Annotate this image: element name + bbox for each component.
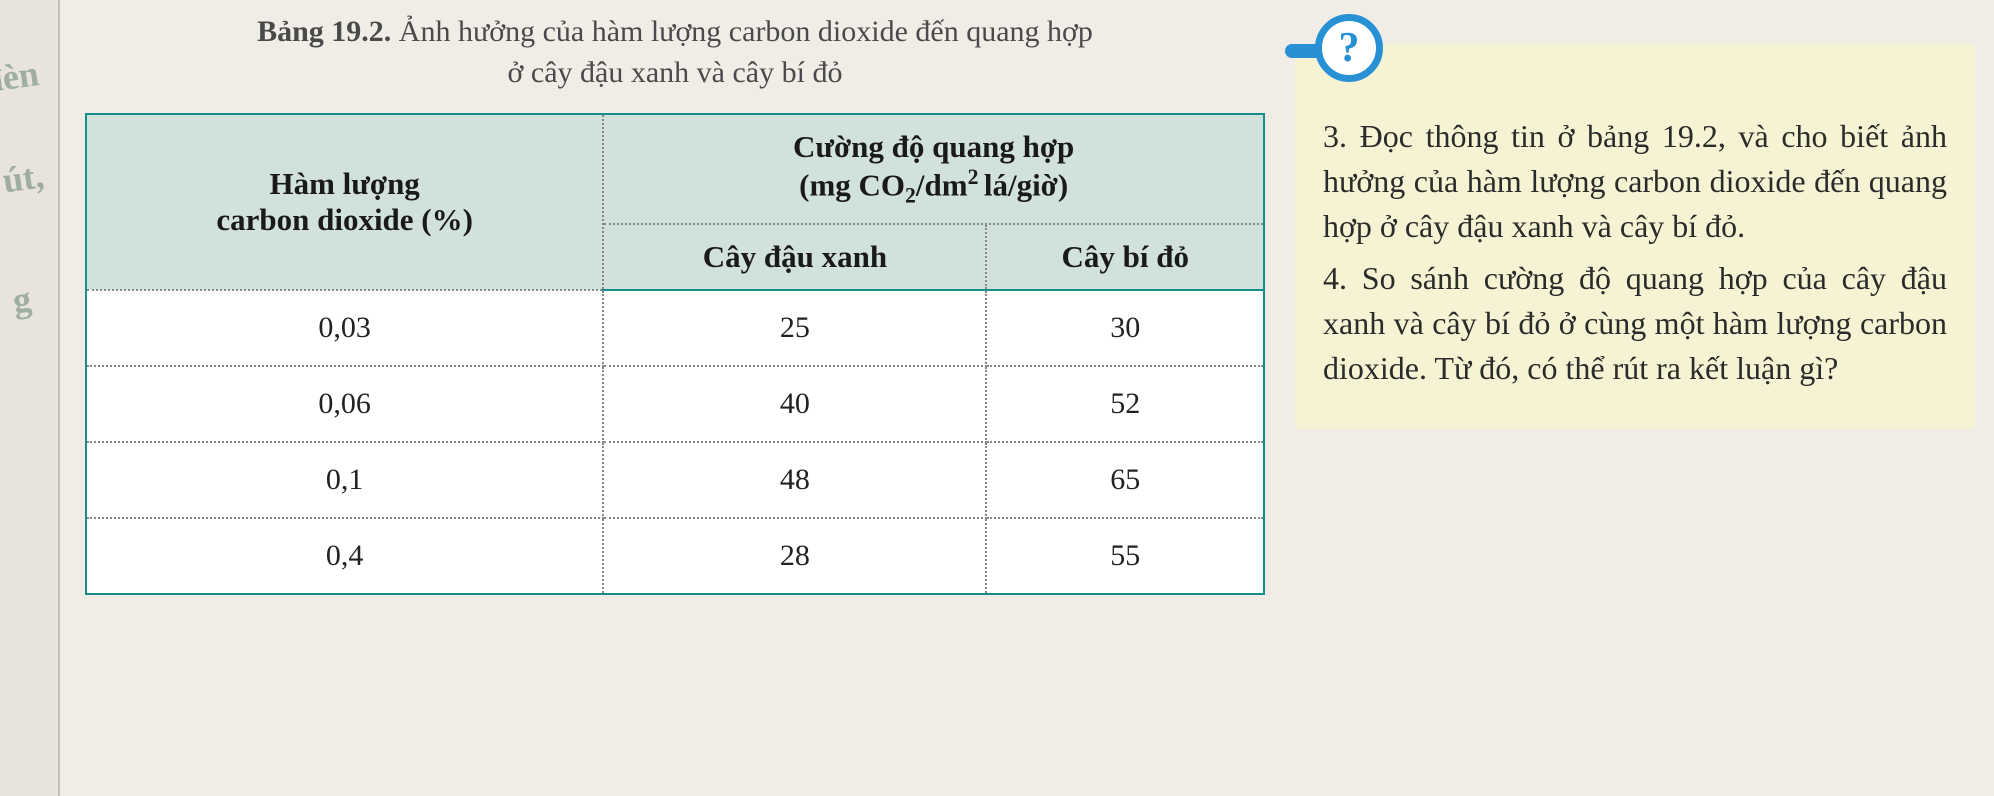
cell-bido: 30	[986, 290, 1264, 366]
table-row: 0,1 48 65	[86, 442, 1264, 518]
header-right-line2-suffix: lá/giờ)	[984, 167, 1068, 202]
question-item-4: 4. So sánh cường độ quang hợp của cây đậ…	[1323, 256, 1947, 390]
table-row: 0,03 25 30	[86, 290, 1264, 366]
margin-word-1: đèn	[0, 52, 41, 101]
table-header-intensity: Cường độ quang hợp (mg CO2/dm2 lá/giờ)	[603, 114, 1264, 224]
cell-co2: 0,4	[86, 518, 603, 594]
cell-dauxanh: 28	[603, 518, 986, 594]
table-column: Bảng 19.2. Ảnh hưởng của hàm lượng carbo…	[85, 12, 1265, 792]
cell-co2: 0,03	[86, 290, 603, 366]
cell-co2: 0,1	[86, 442, 603, 518]
cell-dauxanh: 48	[603, 442, 986, 518]
question-icon: ?	[1285, 12, 1380, 87]
caption-line1: Ảnh hưởng của hàm lượng carbon dioxide đ…	[391, 15, 1093, 48]
question-box: 3. Đọc thông tin ở bảng 19.2, và cho biế…	[1295, 44, 1975, 429]
table-subheader-dauxanh: Cây đậu xanh	[603, 224, 986, 290]
magnifier-lens-icon: ?	[1315, 14, 1383, 82]
cell-bido: 55	[986, 518, 1264, 594]
table-row: 0,4 28 55	[86, 518, 1264, 594]
header-left-line1: Hàm lượng	[270, 166, 420, 201]
cell-co2: 0,06	[86, 366, 603, 442]
margin-word-3: g	[10, 277, 34, 321]
header-right-line2-mid: /dm	[916, 167, 968, 202]
question-column: ? 3. Đọc thông tin ở bảng 19.2, và cho b…	[1295, 12, 1975, 792]
photosynthesis-table: Hàm lượng carbon dioxide (%) Cường độ qu…	[85, 113, 1265, 595]
table-caption: Bảng 19.2. Ảnh hưởng của hàm lượng carbo…	[85, 12, 1265, 93]
table-row: 0,06 40 52	[86, 366, 1264, 442]
header-right-line1: Cường độ quang hợp	[793, 129, 1074, 164]
question-item-3: 3. Đọc thông tin ở bảng 19.2, và cho biế…	[1323, 114, 1947, 248]
header-left-line2: carbon dioxide (%)	[216, 202, 473, 237]
header-right-line2-sub: 2	[905, 184, 916, 208]
cell-bido: 52	[986, 366, 1264, 442]
table-subheader-bido: Cây bí đỏ	[986, 224, 1264, 290]
cell-bido: 65	[986, 442, 1264, 518]
header-right-line2-sup: 2	[968, 165, 984, 189]
header-right-line2-prefix: (mg CO	[799, 167, 905, 202]
page-left-margin: đèn út, g	[0, 0, 60, 796]
table-header-co2: Hàm lượng carbon dioxide (%)	[86, 114, 603, 290]
cell-dauxanh: 25	[603, 290, 986, 366]
question-mark-glyph: ?	[1339, 24, 1360, 72]
cell-dauxanh: 40	[603, 366, 986, 442]
content-wrapper: Bảng 19.2. Ảnh hưởng của hàm lượng carbo…	[85, 12, 1975, 792]
caption-bold: Bảng 19.2.	[257, 15, 391, 48]
caption-line2: ở cây đậu xanh và cây bí đỏ	[508, 56, 843, 89]
margin-word-2: út,	[0, 154, 46, 201]
